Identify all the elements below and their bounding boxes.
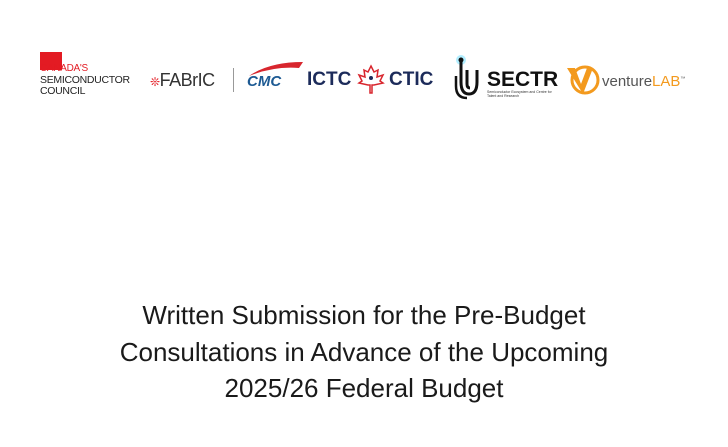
- red-square-mark: [40, 52, 62, 70]
- trademark: ™: [680, 76, 686, 82]
- vl-mark-icon: [567, 65, 600, 95]
- logo-text: SECTR: [487, 68, 559, 91]
- logo-text: CANADA'S: [40, 63, 88, 74]
- logo-text: FABrIC: [159, 70, 216, 90]
- ictc-logo-text: ICTC: [307, 69, 352, 90]
- sectr-mark-icon: [454, 55, 479, 100]
- logo-subtitle: Semiconductor Ecosystem and Centre for T…: [487, 90, 552, 98]
- title-line: Written Submission for the Pre-Budget: [142, 300, 586, 330]
- canadas-semiconductor-council-logo: CANADA'S SEMICONDUCTOR COUNCIL: [40, 52, 142, 98]
- title-line: 2025/26 Federal Budget: [224, 373, 504, 403]
- document-title: Written Submission for the Pre-Budget Co…: [0, 297, 728, 407]
- logo-text: LAB: [652, 73, 681, 90]
- divider: [233, 68, 234, 92]
- sectr-logo: SECTR Semiconductor Ecosystem and Centre…: [453, 54, 558, 100]
- logo-text: CMC: [247, 73, 282, 90]
- fabric-logo: ❊FABrIC: [150, 70, 215, 91]
- title-line: Consultations in Advance of the Upcoming: [119, 336, 609, 367]
- logo-text: COUNCIL: [40, 85, 86, 97]
- maple-leaf-icon: [356, 64, 386, 99]
- cmc-logo: CMC: [245, 60, 303, 92]
- ctic-logo-text: CTIC: [389, 69, 434, 90]
- swoosh-icon: [249, 62, 303, 76]
- maple-leaf-icon: ❊: [150, 75, 160, 89]
- logo-text: venture: [602, 73, 653, 90]
- venturelab-logo: ventureLAB™: [565, 62, 705, 98]
- logo-text: SEMICONDUCTOR: [40, 74, 130, 86]
